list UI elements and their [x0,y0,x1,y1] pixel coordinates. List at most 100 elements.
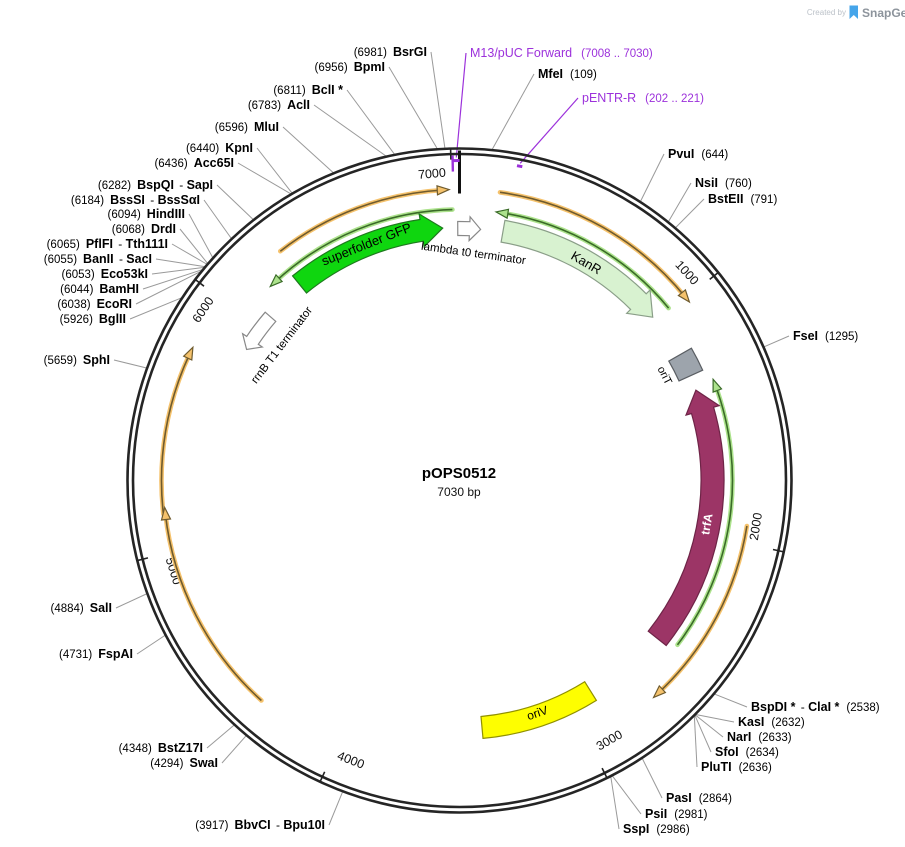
site-label-pluti[interactable]: PluTI (2636) [701,760,772,774]
site-connector-fspai [136,634,166,655]
site-connector-nsii [667,182,692,223]
primers: M13/pUC Forward (7008 .. 7030) pENTR-R (202… [451,46,704,172]
site-label-kasi[interactable]: KasI (2632) [738,715,805,729]
scale-tick-3000 [601,767,608,779]
site-connector-bspdi-clai [713,693,748,708]
orf-arc-core-5 [164,513,262,702]
plasmid-name: pOPS0512 [422,465,496,482]
site-connector-kpni [256,147,293,194]
scale-label-1000: 1000 [672,258,701,288]
site-label-sali[interactable]: (4884) SalI [51,601,113,615]
feature-superfolder-gfp[interactable] [291,212,444,294]
site-connector-drdi [179,228,209,265]
site-label-mfei[interactable]: MfeI (109) [538,67,597,81]
site-label-eco53ki[interactable]: (6053) Eco53kI [61,267,148,281]
site-label-bstz17i[interactable]: (4348) BstZ17I [119,741,203,755]
scale-tick-1000 [709,271,719,281]
orf-arc-core-8 [676,384,734,646]
feature-trfa[interactable] [647,389,725,647]
site-label-bbvci-bpu10i[interactable]: (3917) BbvCI - Bpu10I [195,818,325,832]
primer-pentr-r-label[interactable]: pENTR-R (202 .. 221) [582,91,704,105]
site-label-sspi[interactable]: SspI (2986) [623,822,690,836]
feature-oriv-label[interactable]: oriV [525,703,550,723]
feature-lambda-t0-terminator[interactable] [457,215,482,243]
site-connector-bpmi [388,66,439,150]
scale-tick-5000 [137,557,149,562]
site-label-fspai[interactable]: (4731) FspAI [59,647,133,661]
site-label-bsssi-bsss-i[interactable]: (6184) BssSI - BssSαI [71,193,200,207]
feature-oriv[interactable] [480,680,598,740]
site-connector-bstz17i [206,724,235,749]
site-connector-hindiii [188,213,214,259]
orf-arc-core-7 [501,212,670,309]
feature-trfa-label[interactable]: trfA [698,512,716,536]
backbone-outer-circle [126,147,793,814]
orf-arc-arrowhead-3 [652,684,667,699]
scale-label-4000: 4000 [335,749,366,772]
orf-arc-glow-5 [163,511,264,703]
site-connector-pluti [693,715,698,768]
site-label-nsii[interactable]: NsiI (760) [695,176,752,190]
site-label-bamhi[interactable]: (6044) BamHI [60,282,139,296]
site-label-pflfi-tth111i[interactable]: (6065) PflFI - Tth111I [47,237,168,251]
feature-orit[interactable] [667,347,704,382]
orf-arc-glow-4 [159,350,193,517]
site-connector-bbvci-bpu10i [328,791,344,826]
primer-pentr-r-arc [516,164,523,169]
site-connector-sfoi [694,714,712,753]
site-label-kpni[interactable]: (6440) KpnI [186,141,253,155]
primer-m13-puc-forward-label[interactable]: M13/pUC Forward (7008 .. 7030) [470,46,653,60]
site-connector-sphi [113,359,148,369]
site-label-nari[interactable]: NarI (2633) [727,730,792,744]
site-label-hindiii[interactable]: (6094) HindIII [108,207,185,221]
site-connector-mfei [491,73,535,151]
site-label-sphi[interactable]: (5659) SphI [44,353,110,367]
site-label-psii[interactable]: PsiI (2981) [645,807,708,821]
site-connector-nari [694,714,724,738]
feature-rrnb-t1-terminator[interactable] [241,311,277,351]
scale-label-3000: 3000 [594,727,625,753]
site-label-sfoi[interactable]: SfoI (2634) [715,745,779,759]
orf-arc-arrowhead-5 [160,505,172,521]
scale-label-7000: 7000 [417,166,446,182]
site-connector-psii [611,775,642,815]
site-label-ecori[interactable]: (6038) EcoRI [57,297,132,311]
site-connector-banii-saci [155,258,206,268]
site-connector-sali [115,593,148,609]
site-label-bpmi[interactable]: (6956) BpmI [315,60,386,74]
site-label-fsei[interactable]: FseI (1295) [793,329,858,343]
site-connector-bglii [129,296,183,320]
site-label-mlui[interactable]: (6596) MluI [215,120,279,134]
orf-arc-arrowhead-8 [712,377,723,393]
site-label-pasi[interactable]: PasI (2864) [666,791,732,805]
site-label-acli[interactable]: (6783) AclI [248,98,310,112]
scale-tick-2000 [772,548,784,553]
site-label-banii-saci[interactable]: (6055) BanII - SacI [44,252,152,266]
watermark-created-by: Created by [807,8,846,17]
feature-orit-label[interactable]: oriT [655,364,674,387]
site-label-bcli[interactable]: (6811) BclI * [273,83,343,97]
watermark: Created by SnapGene [807,5,905,20]
plasmid-size: 7030 bp [437,485,481,499]
orf-arc-core-6 [274,208,453,283]
site-label-bsrgi[interactable]: (6981) BsrGI [354,45,427,59]
site-label-bspdi-clai[interactable]: BspDI * - ClaI * (2538) [751,700,880,714]
site-label-bspqi-sapi[interactable]: (6282) BspQI - SapI [98,178,213,192]
orf-arcs [159,184,750,703]
site-label-bsteii[interactable]: BstEII (791) [708,192,777,206]
site-connector-kasi [695,713,735,723]
site-label-bglii[interactable]: (5926) BglII [60,312,126,326]
site-label-acc65i[interactable]: (6436) Acc65I [154,156,234,170]
orf-arc-arrowhead-2 [677,288,691,304]
orf-arc-core-3 [657,525,748,694]
site-label-swai[interactable]: (4294) SwaI [150,756,218,770]
feature-kanr[interactable] [500,219,654,318]
site-connector-swai [221,734,247,764]
site-label-pvui[interactable]: PvuI (644) [668,147,728,161]
site-connector-bspqi-sapi [216,184,255,221]
site-labels: (6981) BsrGI(6956) BpmI (6811) BclI *(6783) A… [44,45,880,836]
site-connector-bamhi [142,268,204,290]
feature-lambda-t0-terminator-label[interactable]: lambda t0 terminator [420,241,526,268]
site-label-drdi[interactable]: (6068) DrdI [112,222,176,236]
